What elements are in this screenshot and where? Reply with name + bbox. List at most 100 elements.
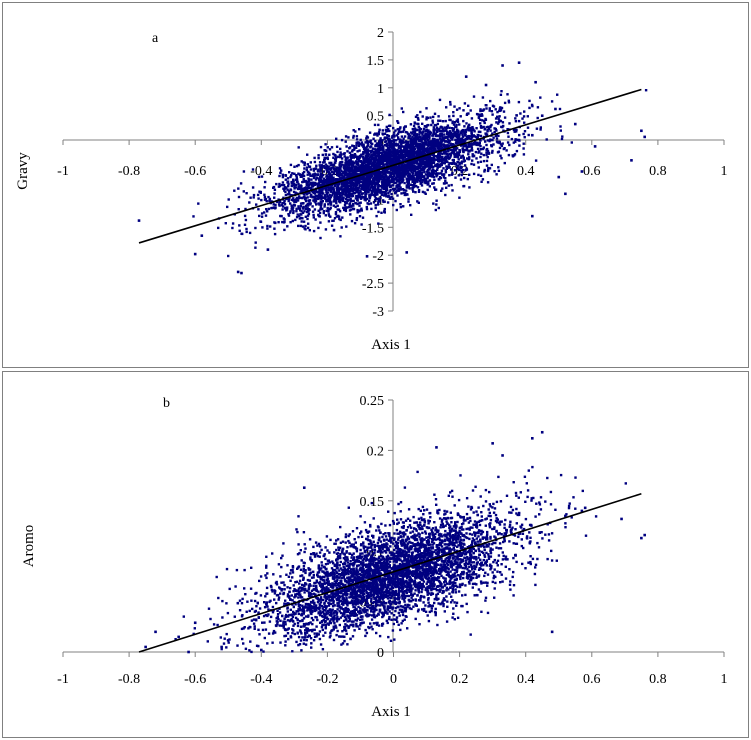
x-tick-label: 0.2 (451, 672, 469, 687)
data-point (539, 128, 542, 131)
data-point (255, 203, 258, 206)
data-point (340, 186, 343, 190)
data-point (495, 133, 498, 136)
data-point (457, 153, 460, 157)
data-point (439, 134, 442, 137)
data-point (372, 176, 375, 180)
data-point (290, 198, 293, 202)
data-point (415, 139, 418, 142)
data-point (348, 151, 352, 154)
data-point (382, 194, 386, 197)
data-point (519, 112, 522, 115)
data-point (319, 236, 322, 240)
data-point (448, 174, 451, 177)
data-point (426, 174, 429, 177)
data-point (417, 190, 421, 193)
data-point (306, 217, 309, 221)
data-point (392, 126, 395, 130)
data-point (301, 189, 305, 192)
data-point (419, 128, 423, 131)
data-point (334, 212, 338, 216)
data-point (484, 571, 487, 574)
data-point (286, 595, 290, 598)
data-point (380, 141, 383, 144)
data-point (386, 177, 389, 180)
data-point (337, 155, 340, 158)
data-point (306, 207, 309, 210)
data-point (344, 187, 347, 190)
data-point (442, 138, 445, 142)
data-point (323, 194, 327, 197)
data-point (401, 139, 404, 142)
data-point (397, 167, 400, 170)
data-point (373, 160, 377, 164)
data-point (455, 132, 459, 135)
data-point (397, 184, 401, 188)
data-point (382, 148, 385, 152)
data-point (420, 137, 423, 140)
data-point (393, 174, 396, 177)
data-point (365, 137, 368, 140)
data-point (398, 144, 401, 148)
data-point (439, 141, 442, 144)
data-point (304, 186, 307, 190)
data-point (357, 193, 360, 196)
data-point (489, 99, 492, 103)
data-point (486, 181, 490, 184)
data-point (435, 130, 439, 134)
data-point (354, 197, 358, 200)
data-point (416, 157, 419, 161)
data-point (331, 163, 334, 167)
data-point (491, 132, 494, 135)
data-point (442, 127, 445, 131)
data-point (522, 153, 526, 156)
data-point (312, 183, 315, 186)
data-point (306, 153, 309, 156)
data-point (302, 207, 305, 210)
data-point (475, 137, 479, 140)
data-point (324, 163, 328, 166)
data-point (349, 187, 353, 190)
data-point (359, 201, 362, 204)
data-point (332, 204, 335, 207)
data-point (299, 196, 303, 200)
data-point (274, 203, 277, 207)
data-point (460, 141, 463, 144)
data-point (457, 131, 460, 134)
data-point (440, 138, 443, 141)
data-point (300, 160, 303, 163)
data-point (416, 200, 419, 203)
data-point (381, 139, 384, 142)
data-point (373, 199, 377, 202)
data-point (335, 166, 339, 169)
data-point (469, 135, 472, 138)
data-point (355, 191, 358, 194)
data-point (324, 197, 327, 200)
data-point (294, 200, 298, 203)
data-point (284, 174, 287, 177)
data-point (317, 202, 320, 205)
data-point (377, 184, 380, 187)
data-point (430, 156, 433, 160)
data-point (237, 208, 240, 211)
data-point (415, 133, 419, 137)
data-point (312, 213, 315, 217)
data-point (317, 177, 321, 180)
data-point (289, 221, 292, 224)
data-point (314, 183, 318, 186)
data-point (522, 142, 525, 145)
data-point (423, 138, 427, 142)
data-point (355, 173, 358, 176)
data-point (340, 185, 344, 188)
data-point (298, 214, 301, 218)
trend-line (138, 88, 642, 244)
data-point (335, 199, 338, 202)
data-point (455, 119, 458, 123)
data-point (431, 121, 435, 124)
data-point (323, 149, 326, 152)
data-point (431, 137, 435, 140)
data-point (407, 152, 410, 155)
data-point (349, 184, 353, 188)
data-point (365, 188, 368, 192)
data-point (367, 190, 370, 194)
